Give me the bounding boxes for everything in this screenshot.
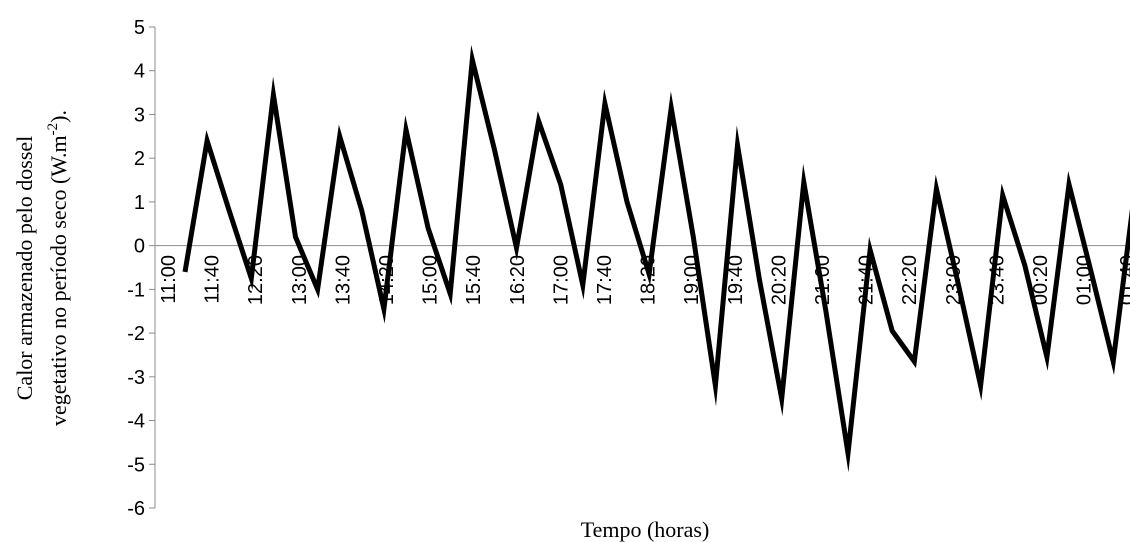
x-tick-label: 11:00: [158, 255, 180, 304]
y-tick-label: -4: [127, 411, 145, 433]
y-axis-title-line-1: Calor armazenado pelo dossel: [12, 136, 37, 401]
x-tick-label: 13:00: [289, 255, 311, 305]
x-tick-label: 22:20: [899, 255, 921, 305]
y-tick-label: 1: [134, 192, 145, 214]
y-tick-label: -3: [127, 367, 145, 389]
y-tick-label: -2: [127, 323, 145, 345]
x-axis-title: Tempo (horas): [581, 517, 710, 542]
y-tick-label: 4: [134, 61, 145, 83]
x-tick-label: 17:00: [550, 255, 572, 305]
x-tick-label: 16:20: [507, 255, 529, 305]
x-tick-label: 17:40: [594, 255, 616, 305]
y-axis-title: Calor armazenado pelo dossel vegetativo …: [12, 110, 71, 426]
y-tick-label: -5: [127, 454, 145, 476]
y-tick-label: 0: [134, 236, 145, 258]
y-tick-label: 2: [134, 148, 145, 170]
y-axis-ticks: 5 4 3 2 1 0 -1 -2 -3 -4 -5 -6: [127, 17, 155, 520]
y-tick-label: 5: [134, 17, 145, 39]
x-tick-label: 15:00: [420, 255, 442, 305]
x-tick-label: 19:40: [725, 255, 747, 305]
x-tick-label: 15:40: [463, 255, 485, 305]
x-tick-label: 11:40: [202, 255, 224, 304]
y-tick-label: -1: [127, 279, 145, 301]
y-tick-label: -6: [127, 498, 145, 520]
series-line: [182, 44, 1130, 473]
x-tick-label: 20:20: [768, 255, 790, 305]
x-tick-label: 00:20: [1030, 255, 1052, 305]
x-tick-label: 13:40: [332, 255, 354, 305]
y-tick-label: 3: [134, 104, 145, 126]
y-axis-title-line-2: vegetativo no período seco (W.m-2).: [45, 110, 71, 426]
